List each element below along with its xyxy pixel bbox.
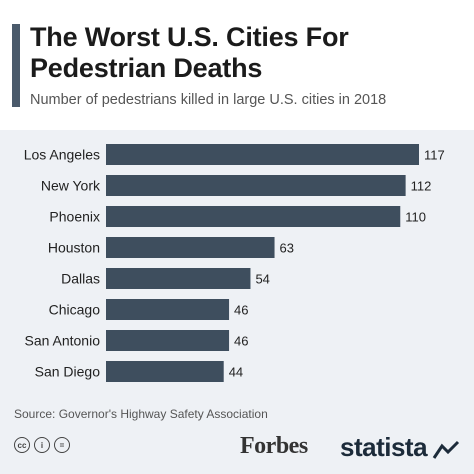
forbes-logo: Forbes [240,433,308,459]
bar [106,268,251,289]
bar [106,237,275,258]
data-label: 54 [255,272,269,287]
data-label: 117 [424,148,445,163]
bar [106,361,224,382]
data-label: 63 [280,241,294,256]
bar [106,175,406,196]
chart-title: The Worst U.S. Cities For Pedestrian Dea… [30,22,349,83]
source-note: Source: Governor's Highway Safety Associ… [14,407,268,421]
data-label: 110 [405,210,426,225]
statista-logo: statista [340,432,428,462]
category-label: New York [41,178,101,194]
equals-icon: = [54,437,70,453]
bar [106,330,230,351]
data-label: 46 [234,303,248,318]
data-label: 112 [411,179,432,194]
bar-chart: Los Angeles 117 New York 112 Phoenix 110 Houst… [24,144,445,382]
data-label: 44 [229,365,243,380]
bar [106,206,401,227]
category-label: Dallas [61,271,100,287]
category-label: San Diego [35,364,101,380]
chart-subtitle: Number of pedestrians killed in large U.… [30,92,387,108]
bar [106,144,419,165]
cc-icon: cc [14,437,30,453]
chart-header: The Worst U.S. Cities For Pedestrian Dea… [0,0,474,130]
bar [106,299,230,320]
statista-mark-icon [432,440,460,459]
data-label: 46 [234,334,248,349]
title-accent-bar [12,24,20,107]
category-label: Phoenix [49,209,100,225]
category-label: Los Angeles [24,147,100,163]
license-icons: cc i = [14,437,70,453]
category-label: San Antonio [24,333,100,349]
person-icon: i [34,437,50,453]
category-label: Chicago [49,302,101,318]
category-label: Houston [48,240,100,256]
